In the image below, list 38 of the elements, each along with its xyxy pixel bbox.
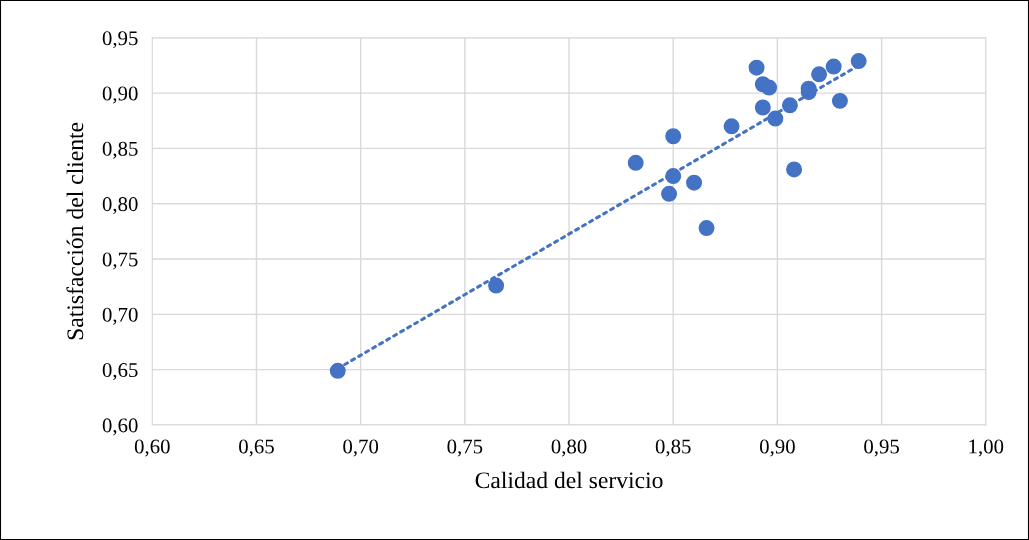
point	[627, 154, 644, 171]
x-tick-label: 0,70	[343, 439, 379, 457]
point	[754, 99, 771, 116]
x-tick-label: 0,65	[239, 439, 274, 457]
y-tick-label: 0,95	[102, 31, 138, 49]
x-tick-label: 0,75	[447, 439, 483, 457]
x-axis-title: Calidad del servicio	[475, 471, 663, 489]
point	[329, 362, 346, 379]
point	[661, 185, 678, 202]
point	[665, 128, 682, 145]
point	[748, 59, 765, 76]
point	[723, 118, 740, 135]
x-tick-label: 0,95	[864, 439, 900, 457]
point	[686, 174, 703, 191]
point	[850, 53, 867, 70]
point	[665, 168, 682, 185]
point	[767, 110, 784, 127]
y-axis-title: Satisfacción del cliente	[66, 122, 84, 340]
point	[831, 92, 848, 109]
x-tick-label: 1,00	[969, 439, 1004, 457]
x-tick-label: 0,80	[551, 439, 587, 457]
y-tick-label: 0,75	[102, 252, 138, 270]
x-tick-label: 0,90	[759, 439, 795, 457]
y-tick-label: 0,90	[102, 86, 138, 104]
y-tick-label: 0,60	[102, 418, 138, 436]
y-tick-label: 0,70	[102, 307, 138, 325]
y-tick-label: 0,85	[102, 141, 138, 159]
y-tick-label: 0,65	[102, 363, 138, 381]
point	[811, 66, 828, 83]
point	[786, 161, 803, 178]
x-tick-label: 0,60	[134, 439, 170, 457]
point	[825, 58, 842, 75]
point	[698, 220, 715, 237]
point	[781, 97, 798, 114]
x-tick-label: 0,85	[655, 439, 691, 457]
point	[761, 79, 778, 96]
y-tick-label: 0,80	[102, 197, 138, 215]
point	[488, 277, 505, 294]
